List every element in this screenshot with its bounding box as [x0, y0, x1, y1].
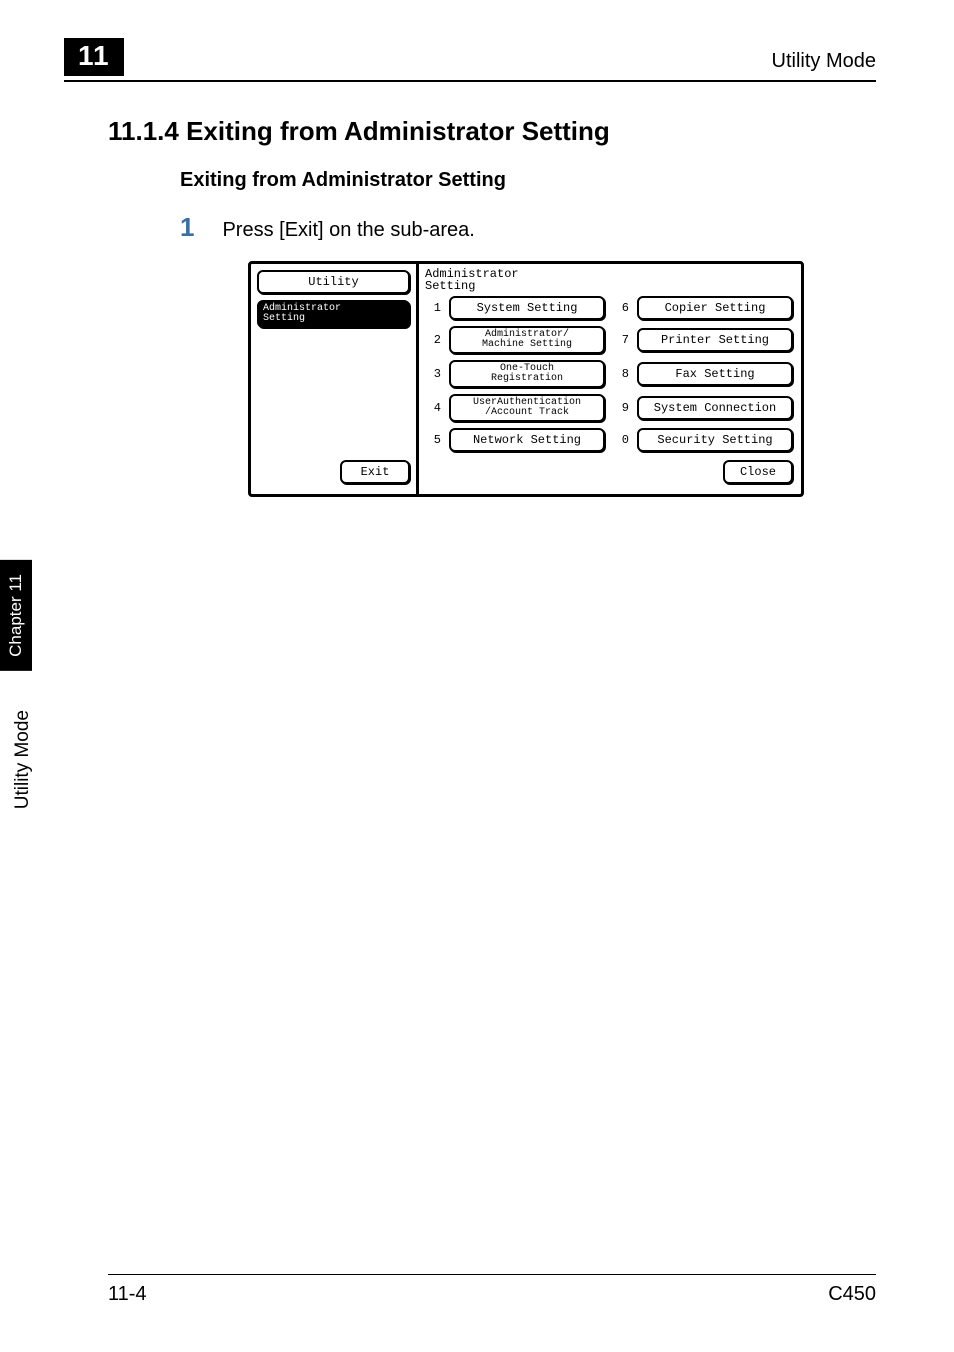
- chapter-tab: 11: [64, 38, 124, 76]
- lcd-main-area: Administrator Setting 1 System Setting 6…: [419, 264, 801, 494]
- admin-machine-setting-button[interactable]: Administrator/ Machine Setting: [449, 326, 605, 354]
- menu-number: 1: [425, 301, 441, 315]
- lcd-caption: Administrator Setting: [425, 268, 793, 292]
- page-number: 11-4: [108, 1283, 147, 1306]
- running-header: Utility Mode: [772, 50, 876, 73]
- step-number: 1: [180, 212, 194, 243]
- administrator-setting-button[interactable]: Administrator Setting: [257, 300, 410, 328]
- menu-number: 8: [613, 367, 629, 381]
- exit-button[interactable]: Exit: [340, 460, 410, 484]
- lcd-sub-area: Utility Administrator Setting Exit: [251, 264, 419, 494]
- menu-number: 6: [613, 301, 629, 315]
- network-setting-button[interactable]: Network Setting: [449, 428, 605, 452]
- user-authentication-button[interactable]: UserAuthentication /Account Track: [449, 394, 605, 422]
- spacer: [257, 328, 410, 460]
- menu-number: 9: [613, 401, 629, 415]
- menu-number: 2: [425, 333, 441, 347]
- printer-setting-button[interactable]: Printer Setting: [637, 328, 793, 352]
- model-number: C450: [828, 1283, 876, 1306]
- section-subheading: Exiting from Administrator Setting: [180, 169, 876, 192]
- lcd-bottom-row: Close: [425, 460, 793, 484]
- lcd-menu-grid: 1 System Setting 6 Copier Setting 2 Admi…: [425, 296, 793, 452]
- system-connection-button[interactable]: System Connection: [637, 396, 793, 420]
- fax-setting-button[interactable]: Fax Setting: [637, 362, 793, 386]
- section-title: 11.1.4 Exiting from Administrator Settin…: [108, 116, 876, 147]
- security-setting-button[interactable]: Security Setting: [637, 428, 793, 452]
- menu-number: 3: [425, 367, 441, 381]
- page-footer: 11-4 C450: [108, 1274, 876, 1306]
- utility-button[interactable]: Utility: [257, 270, 410, 294]
- menu-number: 0: [613, 433, 629, 447]
- system-setting-button[interactable]: System Setting: [449, 296, 605, 320]
- side-section-label: Utility Mode: [12, 710, 34, 809]
- step-1: 1 Press [Exit] on the sub-area.: [180, 212, 876, 243]
- lcd-screenshot: Utility Administrator Setting Exit Admin…: [248, 261, 804, 497]
- side-chapter-tab: Chapter 11: [0, 560, 32, 671]
- close-button[interactable]: Close: [723, 460, 793, 484]
- step-text: Press [Exit] on the sub-area.: [222, 219, 474, 242]
- menu-number: 5: [425, 433, 441, 447]
- menu-number: 7: [613, 333, 629, 347]
- menu-number: 4: [425, 401, 441, 415]
- one-touch-registration-button[interactable]: One-Touch Registration: [449, 360, 605, 388]
- copier-setting-button[interactable]: Copier Setting: [637, 296, 793, 320]
- header-rule: [64, 80, 876, 82]
